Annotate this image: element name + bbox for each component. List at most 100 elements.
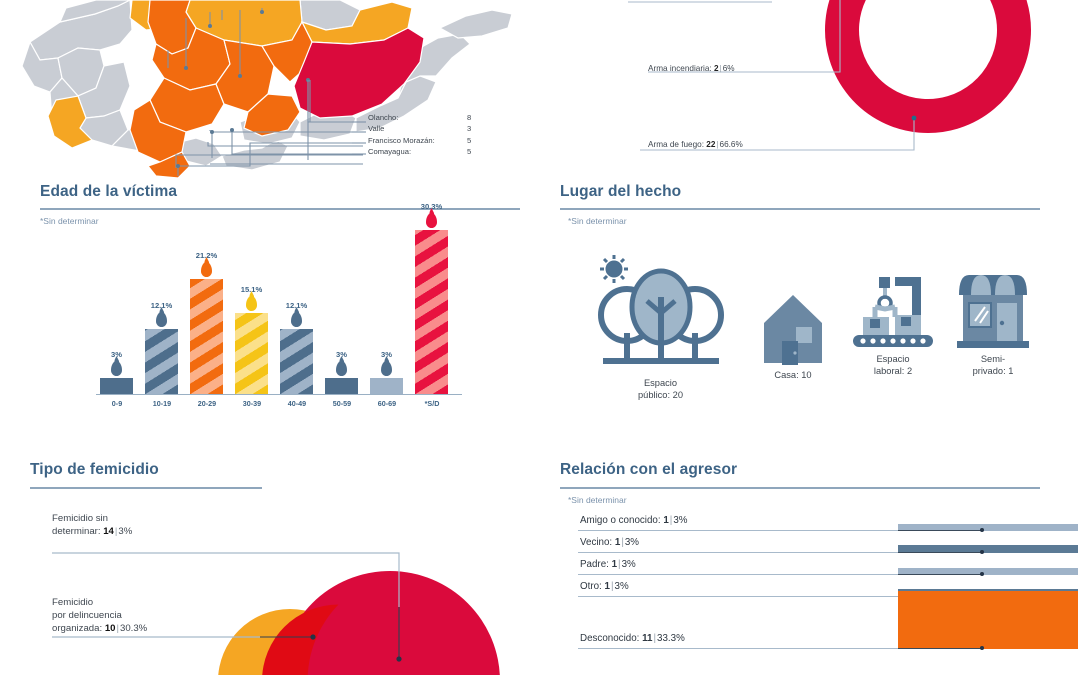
shop-icon <box>957 275 1029 348</box>
relation-leader-line <box>898 648 982 649</box>
donut-annotation-incendiaria: Arma incendiaria: 2|6% <box>648 64 735 73</box>
place-caption-line2: privado: 1 <box>972 365 1014 376</box>
relation-separator: | <box>653 633 656 644</box>
relation-bar <box>898 524 1078 531</box>
annotation-separator: | <box>716 140 719 149</box>
venn-label-delincuencia: Femicidio por delincuencia organizada: 1… <box>52 596 147 636</box>
candle-body <box>325 378 358 395</box>
axis-tick-label: 0-9 <box>111 399 123 408</box>
relation-percent: 3% <box>614 581 629 592</box>
place-caption: Casa: 10 <box>738 370 848 382</box>
relation-percent: 3% <box>673 515 688 526</box>
annotation-label: Arma incendiaria: <box>648 64 714 73</box>
annotation-percent: 66.6% <box>719 140 743 149</box>
legend-value: 5 <box>467 146 472 156</box>
axis-tick-label: 20-29 <box>197 399 217 408</box>
legend-name: Comayagua: <box>368 146 412 156</box>
relation-bar <box>898 568 1078 575</box>
relation-separator: | <box>618 559 621 570</box>
relation-name: Desconocido: <box>580 633 643 644</box>
annotation-separator: | <box>719 64 722 73</box>
flame-icon <box>111 361 122 376</box>
venn-label-prefix: organizada: <box>52 623 105 635</box>
relation-name: Amigo o conocido: <box>580 515 664 526</box>
weapon-donut-svg <box>628 0 1031 151</box>
relation-percent: 3% <box>621 559 636 570</box>
candle-body <box>415 230 448 395</box>
candle-percent-label: 12.1% <box>285 301 308 310</box>
venn-count: 10 <box>104 623 116 635</box>
annotation-label: Arma de fuego: <box>648 140 707 149</box>
candle-percent-label: 3% <box>111 350 122 359</box>
age-section: Edad de la víctima *Sin determinar 3% 12.… <box>0 175 540 455</box>
venn-label-line2: determinar: 14|3% <box>52 525 132 538</box>
flame-icon <box>156 312 167 327</box>
flame-icon <box>426 213 437 228</box>
relation-separator: | <box>610 581 614 592</box>
candle-body <box>100 378 133 395</box>
axis-tick-label: 10-19 <box>152 399 172 408</box>
type-section: Tipo de femicidio Femicidio sin determin… <box>0 455 540 675</box>
axis-tick-label: 50-59 <box>332 399 352 408</box>
candle-percent-label: 30.3% <box>420 202 443 211</box>
candle-bar: 12.1% <box>280 301 313 395</box>
relation-label: Padre: 1|3% <box>580 559 636 570</box>
candle-bar: 30.3% <box>415 202 448 395</box>
relation-separator: | <box>621 537 624 548</box>
relation-leader-line <box>898 530 982 531</box>
venn-label-line2: por delincuencia <box>52 610 122 622</box>
place-caption: Espacio público: 20 <box>588 378 733 401</box>
relation-bar <box>898 591 1078 649</box>
candle-percent-label: 12.1% <box>150 301 173 310</box>
place-item-semi-privado: Semi- privado: 1 <box>938 273 1048 377</box>
candle-percent-label: 21.2% <box>195 251 218 260</box>
place-caption-line2: laboral: 2 <box>873 365 913 376</box>
relation-count: 1 <box>611 559 618 570</box>
relation-separator: | <box>669 515 673 526</box>
relation-rule <box>578 574 898 576</box>
place-caption-line1: Semi- <box>980 354 1006 364</box>
candle-bar: 3% <box>325 350 358 395</box>
relation-count: 11 <box>642 633 653 644</box>
candle-percent-label: 15.1% <box>240 285 263 294</box>
venn-separator: | <box>114 526 118 538</box>
section-divider <box>560 208 1040 210</box>
venn-count: 14 <box>103 526 114 538</box>
relation-count: 1 <box>663 515 669 526</box>
candle-bar: 21.2% <box>190 251 223 395</box>
relation-rule <box>578 530 898 532</box>
relation-leader-line <box>898 552 982 553</box>
place-caption-line1: Espacio <box>643 378 678 388</box>
axis-tick-label: 40-49 <box>287 399 307 408</box>
legend-name: Francisco Morazán: <box>368 135 435 145</box>
place-caption: Espacio laboral: 2 <box>838 354 948 377</box>
relation-rule <box>578 552 898 554</box>
section-note-relation: *Sin determinar <box>568 495 627 505</box>
relation-bar <box>898 545 1078 553</box>
venn-label-prefix: determinar: <box>52 526 104 538</box>
venn-label-line3: organizada: 10|30.3% <box>52 622 147 635</box>
venn-svg <box>52 552 500 675</box>
factory-robot-icon <box>853 277 933 347</box>
relation-label: Desconocido: 11|33.3% <box>580 633 685 644</box>
venn-percent: 30.3% <box>119 623 148 635</box>
venn-separator: | <box>116 623 119 635</box>
venn-label-line1: Femicidio <box>52 597 94 608</box>
flame-icon <box>336 361 347 376</box>
legend-name: Olancho: <box>368 113 399 122</box>
place-caption: Semi- privado: 1 <box>938 354 1048 377</box>
flame-icon <box>291 312 302 327</box>
section-divider <box>40 208 520 210</box>
annotation-count: 2 <box>713 64 719 73</box>
flame-icon <box>381 361 392 376</box>
relation-dot <box>980 528 984 532</box>
candle-percent-label: 3% <box>336 350 347 359</box>
section-divider <box>560 487 1040 489</box>
relation-dot <box>980 550 984 554</box>
page-title-age: Edad de la víctima <box>40 183 178 200</box>
relation-section: Relación con el agresor *Sin determinar … <box>540 455 1080 675</box>
venn-label-line1: Femicidio sin <box>52 513 108 524</box>
relation-count: 1 <box>614 537 621 548</box>
house-icon <box>764 295 822 365</box>
